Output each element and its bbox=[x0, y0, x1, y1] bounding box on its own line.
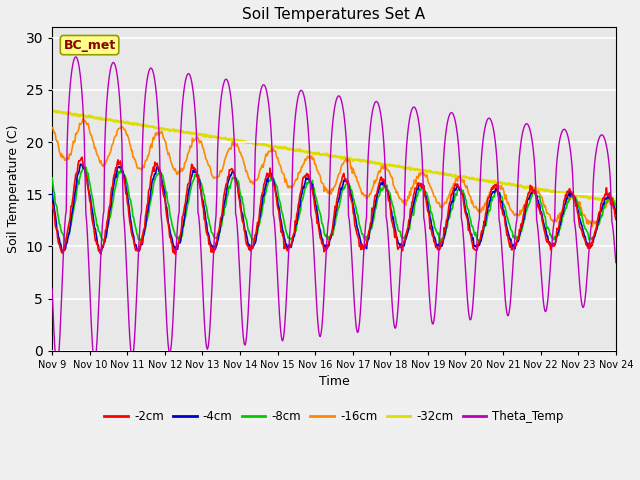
Legend: -2cm, -4cm, -8cm, -16cm, -32cm, Theta_Temp: -2cm, -4cm, -8cm, -16cm, -32cm, Theta_Te… bbox=[100, 405, 568, 428]
Y-axis label: Soil Temperature (C): Soil Temperature (C) bbox=[7, 125, 20, 253]
Title: Soil Temperatures Set A: Soil Temperatures Set A bbox=[243, 7, 426, 22]
X-axis label: Time: Time bbox=[319, 375, 349, 388]
Text: BC_met: BC_met bbox=[63, 38, 116, 52]
